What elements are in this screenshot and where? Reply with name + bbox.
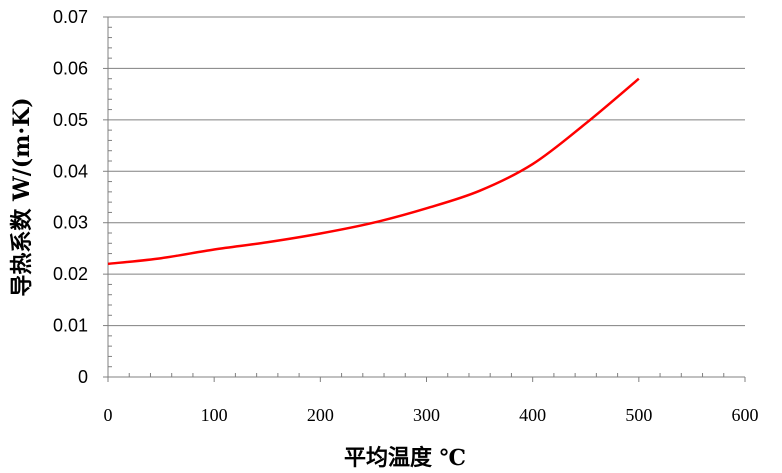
x-tick-label: 300	[413, 405, 440, 425]
x-tick-label: 0	[104, 405, 113, 425]
y-axis-title: 导热系数 W/(m·K)	[9, 97, 35, 296]
x-tick-labels: 0 100 200 300 400 500 600	[104, 405, 759, 425]
y-tick-label: 0.06	[53, 58, 88, 78]
series-line	[107, 77, 640, 266]
y-tick-label: 0.03	[53, 213, 88, 233]
x-tick-label: 200	[307, 405, 334, 425]
x-tick-label: 100	[201, 405, 228, 425]
x-tick-label: 600	[732, 405, 759, 425]
y-tick-label: 0	[78, 367, 88, 387]
grid-lines	[108, 16, 745, 327]
x-tick-label: 400	[519, 405, 546, 425]
y-tick-labels: 0 0.01 0.02 0.03 0.04 0.05 0.06 0.07	[53, 7, 88, 387]
y-tick-label: 0.07	[53, 7, 88, 27]
x-tick-label: 500	[625, 405, 652, 425]
y-tick-label: 0.02	[53, 264, 88, 284]
y-tick-label: 0.05	[53, 110, 88, 130]
x-axis-title: 平均温度 ℃	[344, 445, 466, 471]
minor-ticks	[108, 26, 725, 377]
series-layer	[107, 77, 640, 266]
y-tick-label: 0.04	[53, 161, 88, 181]
axes	[103, 16, 746, 382]
y-tick-label: 0.01	[53, 316, 88, 336]
